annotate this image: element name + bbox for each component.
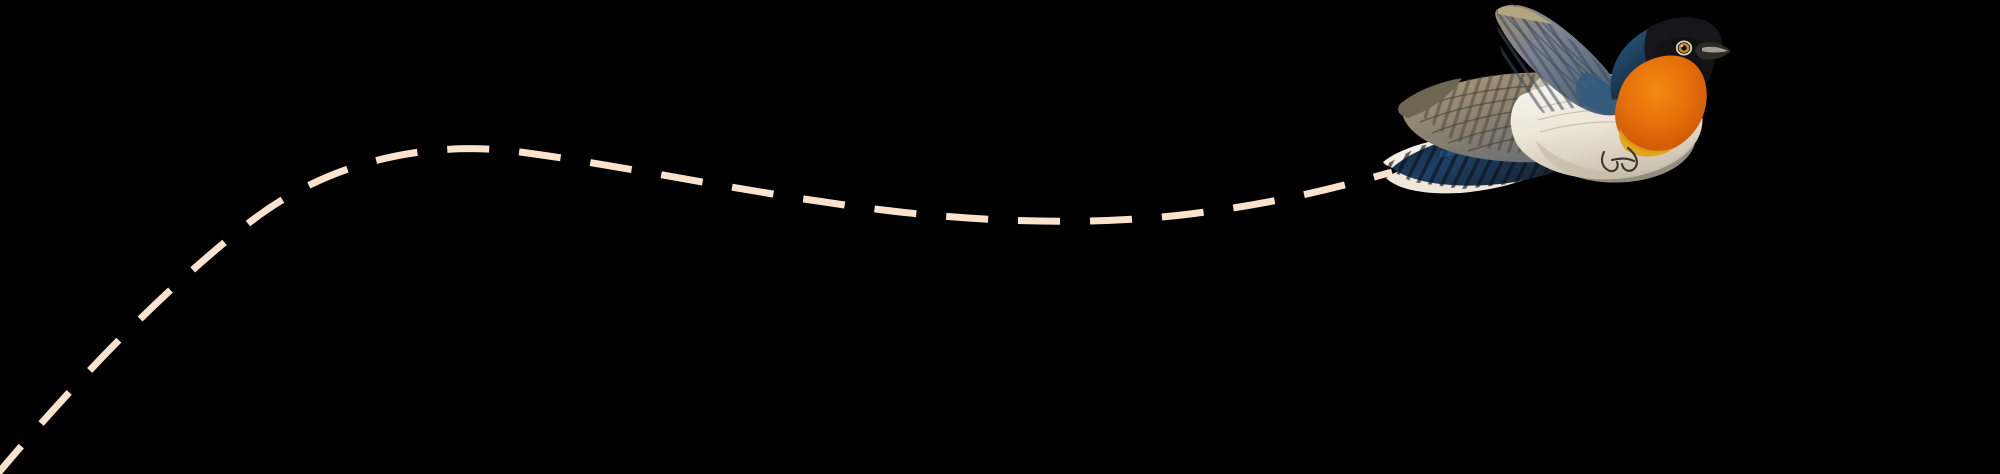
dashed-flight-path <box>0 145 1393 474</box>
